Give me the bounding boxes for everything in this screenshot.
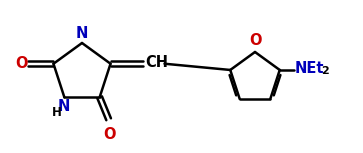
- Text: N: N: [57, 99, 70, 114]
- Text: O: O: [103, 127, 116, 142]
- Text: O: O: [249, 33, 261, 48]
- Text: H: H: [52, 106, 61, 119]
- Text: NEt: NEt: [295, 62, 324, 76]
- Text: CH: CH: [146, 55, 168, 70]
- Text: O: O: [15, 56, 28, 71]
- Text: N: N: [76, 26, 88, 41]
- Text: 2: 2: [321, 66, 329, 76]
